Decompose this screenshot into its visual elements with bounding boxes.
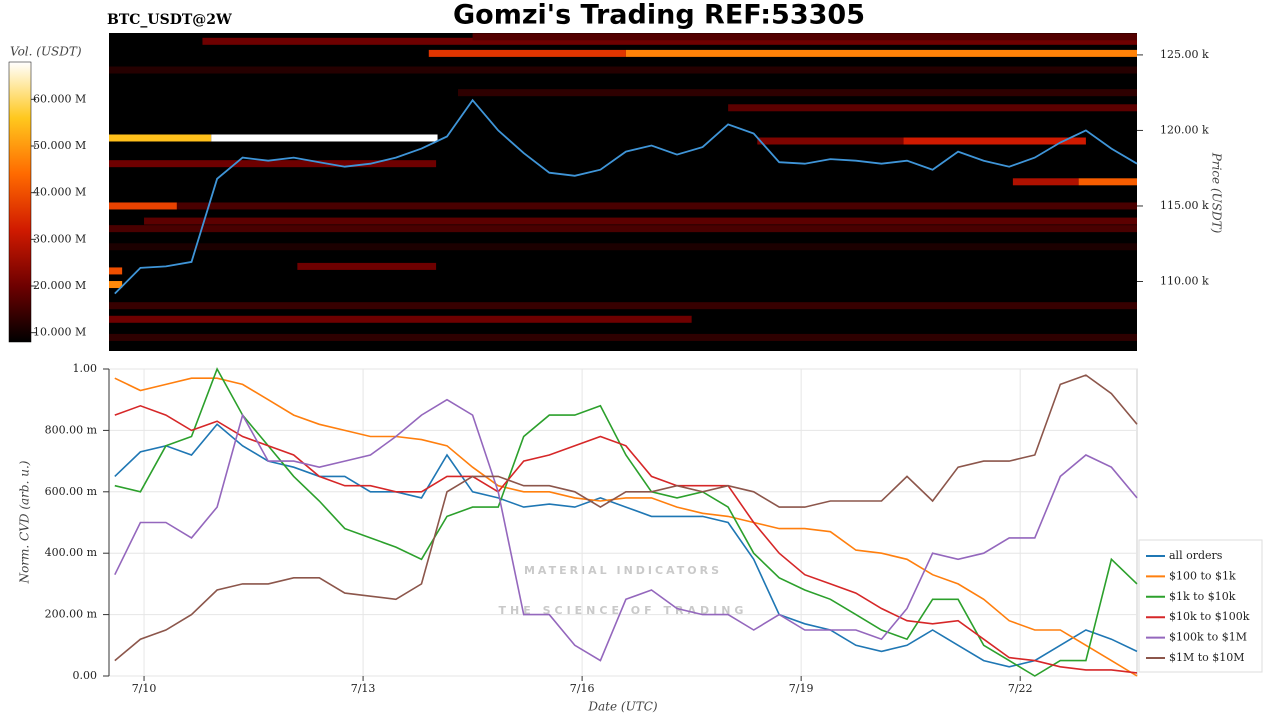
- volume-level: [144, 217, 1137, 225]
- price-line: [114, 98, 1138, 295]
- legend-label: all orders: [1169, 549, 1223, 562]
- x-tick-label: 7/13: [351, 682, 376, 695]
- plot-area: [108, 368, 1138, 677]
- volume-level: [757, 137, 904, 145]
- volume-level: [457, 89, 1137, 97]
- volume-level: [109, 302, 1137, 310]
- series-line: [114, 404, 1138, 674]
- volume-level: [109, 225, 1137, 233]
- colorbar-tick-label: 60.000 M: [33, 92, 86, 105]
- y-axis-label: Norm. CVD (arb. u.): [18, 460, 32, 584]
- volume-level: [109, 66, 1137, 74]
- colorbar-label: Vol. (USDT): [10, 45, 82, 59]
- y-tick-label: 110.00 k: [1160, 275, 1209, 288]
- volume-level: [176, 202, 1137, 210]
- x-tick-label: 7/22: [1008, 682, 1033, 695]
- watermark: MATERIAL INDICATORS: [524, 564, 722, 577]
- volume-level: [109, 333, 1137, 341]
- volume-level: [202, 37, 1138, 45]
- colorbar-tick-label: 10.000 M: [33, 326, 86, 339]
- colorbar-tick-label: 40.000 M: [33, 186, 86, 199]
- volume-level: [903, 137, 1086, 145]
- x-tick-label: 7/16: [570, 682, 595, 695]
- volume-level: [109, 281, 123, 289]
- volume-level: [1078, 178, 1137, 186]
- x-tick-label: 7/10: [132, 682, 157, 695]
- volume-level: [625, 49, 1137, 57]
- y-tick-label: 1.00: [73, 362, 98, 375]
- legend-label: $100 to $1k: [1169, 569, 1236, 582]
- volume-level: [109, 315, 692, 323]
- series-line: [114, 398, 1138, 662]
- chart-title: Gomzi's Trading REF:53305: [453, 0, 865, 31]
- chart-subtitle: BTC_USDT@2W: [107, 12, 232, 28]
- heatmap-background: [109, 33, 1137, 351]
- y-tick-label: 125.00 k: [1160, 48, 1209, 61]
- y-axis-label: Price (USDT): [1210, 152, 1224, 234]
- series-line: [114, 367, 1138, 677]
- y-tick-label: 800.00 m: [45, 423, 98, 436]
- legend-label: $100k to $1M: [1169, 631, 1247, 644]
- colorbar: [8, 61, 32, 343]
- legend-label: $1M to $10M: [1169, 651, 1245, 664]
- volume-level: [1012, 178, 1079, 186]
- volume-level: [428, 49, 626, 57]
- volume-level: [109, 243, 1137, 251]
- volume-level: [472, 33, 1138, 41]
- colorbar-tick-label: 50.000 M: [33, 139, 86, 152]
- volume-level: [109, 160, 437, 168]
- y-tick-label: 600.00 m: [45, 485, 98, 498]
- y-tick-label: 0.00: [73, 669, 98, 682]
- legend-label: $10k to $100k: [1169, 610, 1250, 623]
- volume-level: [109, 202, 177, 210]
- x-tick-label: 7/19: [789, 682, 814, 695]
- volume-level: [109, 134, 212, 142]
- y-tick-label: 400.00 m: [45, 546, 98, 559]
- volume-level: [109, 267, 123, 275]
- y-tick-label: 200.00 m: [45, 608, 98, 621]
- volume-level: [297, 262, 437, 270]
- y-tick-label: 115.00 k: [1160, 199, 1209, 212]
- series-line: [114, 377, 1138, 677]
- y-tick-label: 120.00 k: [1160, 123, 1209, 136]
- colorbar-tick-label: 20.000 M: [33, 279, 86, 292]
- volume-level: [728, 104, 1137, 112]
- colorbar-tick-label: 30.000 M: [33, 232, 86, 245]
- legend: [1138, 539, 1263, 673]
- legend-label: $1k to $10k: [1169, 590, 1236, 603]
- series-line: [114, 374, 1138, 662]
- volume-level: [211, 134, 438, 142]
- x-axis-label: Date (UTC): [587, 700, 657, 714]
